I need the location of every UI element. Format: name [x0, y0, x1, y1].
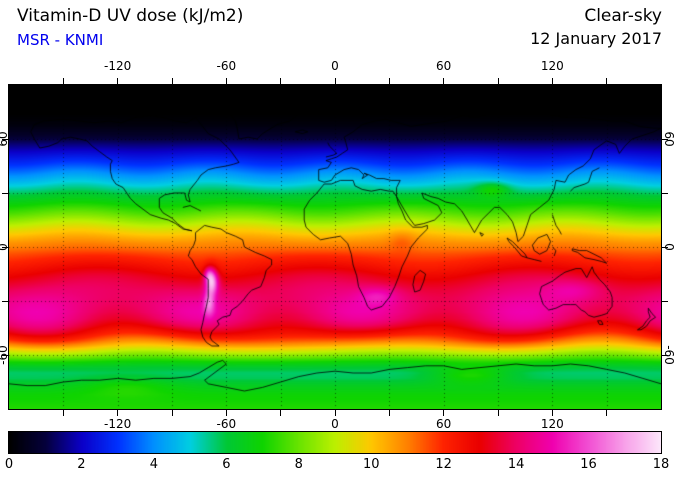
x-tick-label: -120 — [104, 417, 132, 431]
x-tick — [334, 78, 336, 84]
y-tick — [2, 246, 8, 248]
y-tick — [2, 300, 8, 302]
y-tick — [662, 354, 668, 356]
x-tick — [497, 78, 499, 84]
y-tick-label: 0 — [662, 243, 676, 251]
y-tick-label: 0 — [0, 233, 10, 261]
x-tick — [551, 410, 553, 416]
plot-title: Vitamin-D UV dose (kJ/m2) — [17, 6, 244, 26]
y-tick — [2, 138, 8, 140]
colorbar-canvas — [9, 432, 661, 453]
x-tick — [443, 78, 445, 84]
x-tick-label: 120 — [540, 417, 564, 431]
map-frame — [8, 84, 662, 410]
x-tick — [280, 410, 282, 416]
colorbar-tick-label: 0 — [4, 457, 14, 472]
x-tick-label: 60 — [436, 59, 452, 73]
x-tick — [280, 78, 282, 84]
x-tick — [388, 78, 390, 84]
colorbar-tick-label: 14 — [507, 457, 525, 472]
y-tick-label: 60 — [662, 131, 676, 147]
x-tick — [443, 410, 445, 416]
colorbar-tick-label: 6 — [222, 457, 231, 472]
y-tick — [662, 192, 668, 194]
x-tick — [497, 410, 499, 416]
x-tick-label: 60 — [436, 417, 452, 431]
x-tick-label: -60 — [216, 59, 237, 73]
x-tick — [117, 78, 119, 84]
x-tick — [62, 78, 64, 84]
colorbar-tick-label: 2 — [77, 457, 86, 472]
x-tick — [606, 78, 608, 84]
x-tick-label: -60 — [216, 417, 237, 431]
colorbar-tick-label: 10 — [362, 457, 380, 472]
plot-condition: Clear-sky — [584, 6, 662, 26]
x-tick — [334, 410, 336, 416]
y-tick — [662, 246, 668, 248]
y-tick — [2, 192, 8, 194]
y-tick-label: 60 — [0, 131, 10, 147]
plot-source-label: MSR - KNMI — [17, 31, 104, 49]
colorbar-tick-label: 4 — [149, 457, 159, 472]
colorbar-frame — [8, 431, 662, 454]
y-tick-label: -60 — [0, 345, 10, 365]
y-tick — [662, 300, 668, 302]
colorbar-tick-label: 8 — [294, 457, 303, 472]
x-tick — [171, 410, 173, 416]
y-tick — [2, 354, 8, 356]
x-tick-label: 0 — [331, 417, 339, 431]
x-tick — [225, 410, 227, 416]
y-tick — [662, 138, 668, 140]
x-tick-label: -120 — [104, 59, 132, 73]
x-tick — [225, 78, 227, 84]
x-tick — [171, 78, 173, 84]
plot-date: 12 January 2017 — [530, 29, 662, 48]
x-tick — [117, 410, 119, 416]
map-canvas — [9, 85, 661, 409]
x-tick — [551, 78, 553, 84]
colorbar-tick-label: 12 — [435, 457, 452, 472]
x-tick-label: 120 — [540, 59, 564, 73]
colorbar-tick-label: 18 — [652, 457, 670, 472]
x-tick — [606, 410, 608, 416]
x-tick — [62, 410, 64, 416]
y-tick-label: -60 — [662, 345, 676, 365]
x-tick — [388, 410, 390, 416]
x-tick-label: 0 — [331, 59, 339, 73]
colorbar-tick-label: 16 — [580, 457, 597, 472]
